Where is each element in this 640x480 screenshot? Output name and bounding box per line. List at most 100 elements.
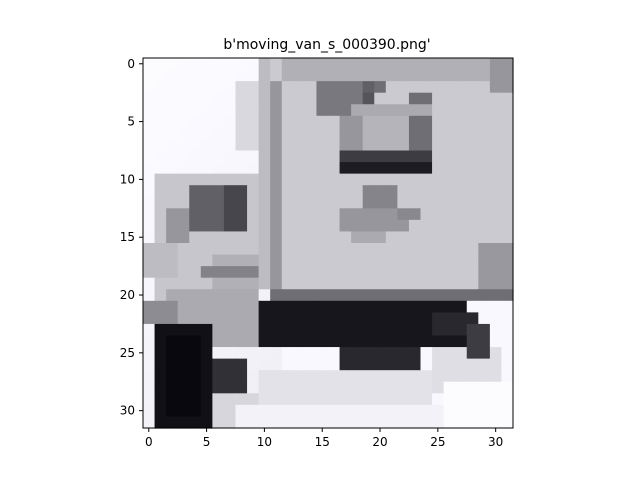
pixel	[166, 162, 179, 175]
pixel	[478, 312, 491, 325]
pixel	[270, 300, 283, 313]
pixel	[293, 58, 306, 71]
pixel	[177, 231, 190, 244]
pixel	[478, 219, 491, 233]
pixel	[166, 208, 179, 221]
pixel	[212, 266, 225, 279]
pixel	[362, 335, 375, 348]
pixel	[212, 81, 225, 94]
pixel	[200, 81, 213, 94]
pixel	[351, 254, 364, 267]
pixel	[339, 69, 352, 82]
pixel	[304, 381, 318, 394]
pixel	[270, 323, 283, 337]
x-tick-label: 15	[315, 435, 330, 449]
pixel	[385, 404, 398, 418]
pixel	[328, 416, 341, 429]
pixel	[200, 58, 213, 71]
pixel	[478, 266, 491, 279]
pixel	[397, 138, 410, 152]
pixel	[455, 323, 468, 337]
pixel	[362, 196, 375, 209]
pixel	[166, 266, 179, 279]
pixel	[397, 185, 410, 198]
pixel	[235, 208, 248, 221]
pixel	[455, 289, 468, 302]
pixel	[247, 289, 260, 302]
pixel	[397, 104, 410, 117]
pixel	[420, 162, 433, 175]
pixel	[258, 127, 271, 140]
pixel	[293, 254, 306, 267]
pixel	[143, 92, 156, 105]
pixel	[374, 185, 387, 198]
pixel	[397, 58, 410, 71]
pixel	[166, 69, 179, 82]
pixel	[339, 358, 352, 371]
pixel	[223, 347, 237, 360]
pixel	[351, 196, 364, 209]
pixel	[339, 243, 352, 256]
pixel	[455, 150, 468, 163]
pixel	[258, 92, 271, 105]
pixel	[374, 289, 387, 302]
pixel	[385, 254, 398, 267]
pixel	[443, 104, 456, 117]
pixel	[328, 104, 341, 117]
pixel	[385, 115, 398, 128]
pixel	[200, 323, 213, 337]
pixel	[339, 81, 352, 94]
pixel	[328, 370, 341, 383]
pixel	[489, 58, 503, 71]
pixel	[281, 196, 294, 209]
pixel	[293, 231, 306, 244]
pixel	[316, 196, 329, 209]
pixel	[235, 404, 248, 418]
pixel	[443, 243, 456, 256]
pixel	[339, 393, 352, 406]
pixel	[385, 196, 398, 209]
pixel	[143, 243, 156, 256]
pixel	[212, 347, 225, 360]
pixel	[247, 300, 260, 313]
pixel	[328, 162, 341, 175]
pixel	[293, 196, 306, 209]
pixel	[293, 173, 306, 186]
pixel	[212, 416, 225, 429]
pixel	[432, 231, 445, 244]
pixel	[166, 381, 179, 394]
pixel	[189, 173, 202, 186]
pixel	[385, 138, 398, 152]
pixel	[247, 69, 260, 82]
pixel	[455, 58, 468, 71]
pixel	[304, 254, 318, 267]
pixel	[432, 347, 445, 360]
pixel	[258, 150, 271, 163]
pixel	[408, 312, 422, 325]
pixel	[489, 370, 503, 383]
pixel	[466, 254, 479, 267]
pixel	[316, 266, 329, 279]
pixel	[212, 289, 225, 302]
pixel	[408, 370, 422, 383]
pixel	[223, 138, 237, 152]
pixel	[293, 185, 306, 198]
pixel	[154, 185, 167, 198]
pixel	[339, 185, 352, 198]
pixel	[455, 404, 468, 418]
pixel	[420, 231, 433, 244]
pixel	[466, 300, 479, 313]
pixel	[143, 208, 156, 221]
pixel	[223, 104, 237, 117]
pixel-image	[143, 58, 514, 429]
pixel	[143, 150, 156, 163]
pixel	[212, 335, 225, 348]
pixel	[304, 347, 318, 360]
pixel	[374, 115, 387, 128]
pixel	[247, 150, 260, 163]
pixel	[397, 404, 410, 418]
pixel	[189, 358, 202, 371]
pixel	[362, 243, 375, 256]
pixel	[281, 254, 294, 267]
pixel	[362, 58, 375, 71]
